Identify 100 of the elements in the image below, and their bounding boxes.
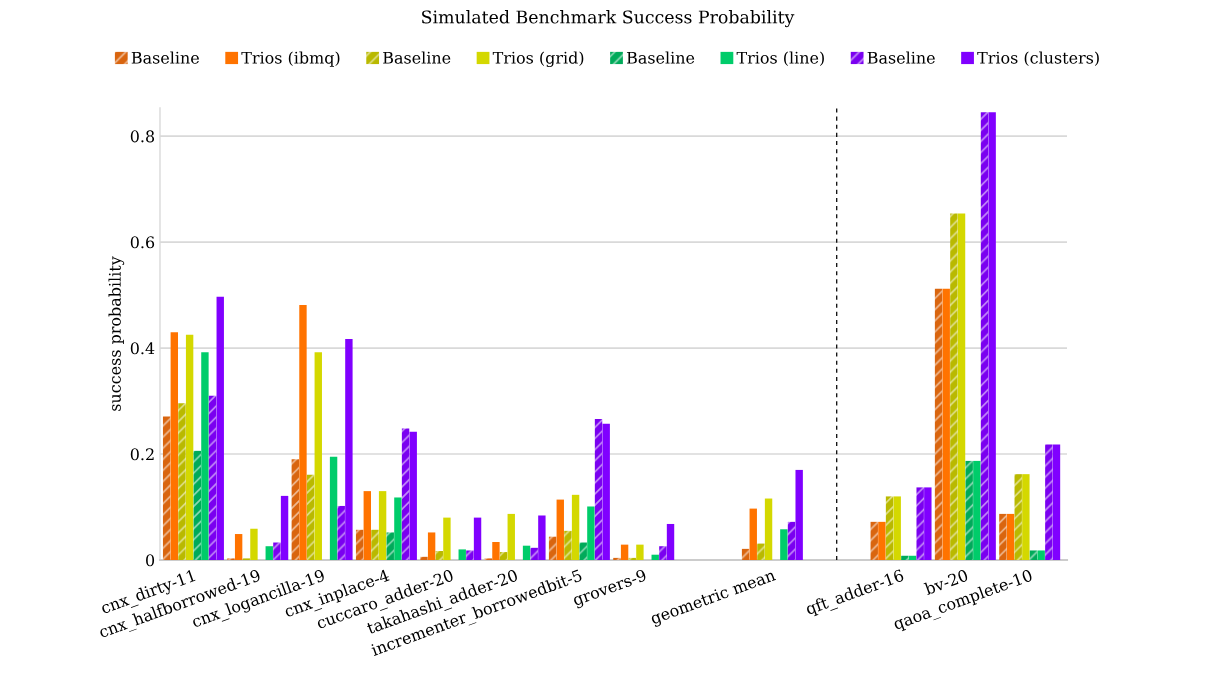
bar xyxy=(178,403,186,560)
bar xyxy=(291,459,300,560)
bar xyxy=(594,419,603,560)
bar xyxy=(530,547,538,560)
legend-label: Trios (ibmq) xyxy=(241,51,340,67)
legend-label: Baseline xyxy=(867,51,935,64)
bar xyxy=(250,528,258,560)
bar xyxy=(443,517,451,560)
bar xyxy=(394,497,402,560)
bar xyxy=(1045,444,1053,560)
bar xyxy=(234,534,243,560)
bar xyxy=(499,552,508,560)
bar xyxy=(386,532,394,560)
y-tick-label: 0.6 xyxy=(130,236,155,249)
legend-label: Trios (line) xyxy=(736,51,824,67)
bar xyxy=(329,456,338,560)
bar xyxy=(473,517,482,560)
bar xyxy=(620,544,629,560)
bar xyxy=(965,460,973,560)
bar xyxy=(957,213,966,560)
bar xyxy=(757,543,765,560)
bar xyxy=(659,546,667,560)
bar xyxy=(401,428,410,560)
bar xyxy=(273,542,281,560)
bar xyxy=(507,513,515,560)
bar xyxy=(878,521,886,560)
bar xyxy=(337,505,345,560)
bar xyxy=(162,416,171,560)
bar xyxy=(265,546,273,560)
bar xyxy=(378,491,387,560)
bar xyxy=(916,487,924,560)
y-tick-label: 0.2 xyxy=(130,448,154,461)
bar xyxy=(345,339,353,560)
bar xyxy=(924,487,932,560)
bar xyxy=(1029,550,1038,560)
bar xyxy=(988,112,996,560)
legend-label: Baseline xyxy=(131,51,199,64)
bar xyxy=(934,288,943,560)
bar xyxy=(409,431,417,560)
bar xyxy=(787,521,796,560)
y-tick-label: 0.4 xyxy=(130,342,155,355)
bar xyxy=(885,496,894,560)
bar xyxy=(170,332,179,560)
bar xyxy=(420,556,428,560)
bar xyxy=(363,491,371,560)
legend-label: Baseline xyxy=(383,51,451,64)
bar xyxy=(950,213,958,560)
bar xyxy=(870,521,878,560)
y-tick-label: 0.8 xyxy=(130,130,155,143)
bar xyxy=(185,334,194,560)
bar xyxy=(492,541,500,560)
bar xyxy=(193,450,201,560)
bar xyxy=(901,555,909,560)
bar xyxy=(201,352,209,560)
bar xyxy=(666,523,675,560)
y-axis-title: success probability xyxy=(108,256,125,411)
bar xyxy=(980,112,989,560)
bar xyxy=(908,555,917,560)
bar xyxy=(973,460,981,560)
bar xyxy=(780,529,788,560)
bar xyxy=(548,536,557,560)
bar xyxy=(636,544,644,560)
bar xyxy=(314,352,322,560)
bar xyxy=(435,550,443,560)
bar xyxy=(1052,444,1061,560)
bar xyxy=(208,395,217,560)
bar xyxy=(466,550,474,560)
bar xyxy=(299,305,307,560)
bar xyxy=(795,469,803,560)
bar xyxy=(216,296,224,560)
legend-label: Baseline xyxy=(626,51,695,64)
bar xyxy=(556,499,564,560)
bar xyxy=(613,557,621,560)
bar xyxy=(942,288,950,560)
chart-title: Simulated Benchmark Success Probability xyxy=(422,10,795,28)
bar xyxy=(306,474,315,560)
bar xyxy=(522,545,531,560)
bar xyxy=(538,515,546,560)
bar xyxy=(355,529,364,560)
bar xyxy=(999,513,1007,560)
bar xyxy=(371,529,379,560)
bar xyxy=(1014,474,1022,560)
bar xyxy=(764,498,773,560)
bar xyxy=(1006,513,1015,560)
legend-label: Trios (grid) xyxy=(492,51,584,68)
bar xyxy=(571,494,580,560)
bar xyxy=(564,530,572,560)
bar xyxy=(1037,550,1045,560)
bar xyxy=(1022,474,1030,560)
bar xyxy=(587,506,595,560)
bar xyxy=(458,549,466,560)
y-tick-label: 0 xyxy=(146,554,155,567)
bar xyxy=(579,542,587,560)
bar xyxy=(651,554,659,560)
bar xyxy=(602,423,610,560)
bar xyxy=(427,532,436,560)
bar xyxy=(741,548,750,560)
legend-label: Trios (clusters) xyxy=(977,51,1099,67)
bar xyxy=(749,508,757,560)
bar xyxy=(893,496,901,560)
